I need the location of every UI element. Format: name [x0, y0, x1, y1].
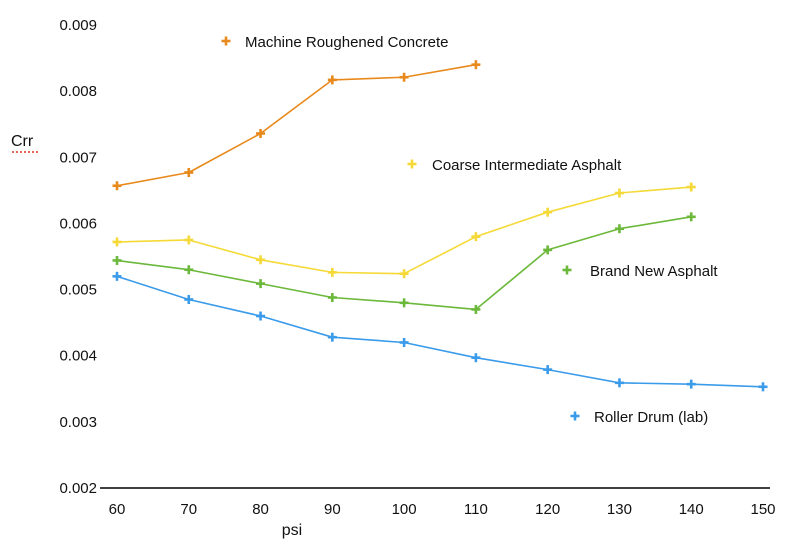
legend-label: Machine Roughened Concrete — [245, 34, 448, 51]
x-tick-label: 130 — [607, 501, 632, 518]
data-point — [327, 267, 337, 277]
legend-marker — [407, 159, 417, 169]
data-point — [399, 298, 409, 308]
data-point — [399, 269, 409, 279]
series-0 — [112, 60, 481, 191]
data-point — [112, 271, 122, 281]
legend-marker — [570, 411, 580, 421]
x-tick-label: 90 — [324, 501, 341, 518]
data-point — [184, 294, 194, 304]
series-label-2: Brand New Asphalt — [562, 263, 718, 280]
data-point — [686, 379, 696, 389]
data-point — [112, 237, 122, 247]
x-axis-title: psi — [282, 522, 302, 539]
data-point — [327, 75, 337, 85]
data-point — [184, 265, 194, 275]
x-tick-label: 70 — [180, 501, 197, 518]
data-point — [471, 353, 481, 363]
data-point — [758, 382, 768, 392]
data-point — [184, 235, 194, 245]
data-point — [256, 255, 266, 265]
legend-label: Brand New Asphalt — [590, 263, 718, 280]
data-point — [543, 207, 553, 217]
x-tick-label: 80 — [252, 501, 269, 518]
data-point — [686, 182, 696, 192]
legend-marker — [562, 265, 572, 275]
x-tick-label: 150 — [750, 501, 775, 518]
x-tick-label: 110 — [464, 501, 488, 518]
data-point — [686, 212, 696, 222]
x-tick-label: 100 — [392, 501, 417, 518]
y-axis-ticks: 0.002 0.003 0.004 0.005 0.006 0.007 0.008 0.009 — [59, 17, 97, 497]
series-1 — [112, 182, 696, 279]
data-point — [399, 72, 409, 82]
series-2 — [112, 212, 696, 314]
y-axis-title: Crr — [11, 133, 34, 150]
series-layer — [112, 60, 768, 392]
y-tick-label: 0.003 — [59, 414, 97, 431]
data-point — [256, 279, 266, 289]
data-point — [471, 304, 481, 314]
y-tick-label: 0.004 — [59, 348, 97, 365]
legend-label: Roller Drum (lab) — [594, 409, 708, 426]
x-tick-label: 140 — [679, 501, 704, 518]
series-label-0: Machine Roughened Concrete — [221, 34, 448, 51]
data-point — [327, 332, 337, 342]
y-tick-label: 0.009 — [59, 17, 97, 34]
series-label-1: Coarse Intermediate Asphalt — [407, 157, 622, 174]
series-labels: Machine Roughened Concrete Coarse Interme… — [221, 34, 718, 426]
legend-marker — [221, 36, 231, 46]
data-point — [543, 365, 553, 375]
series-line — [116, 275, 764, 388]
series-line — [116, 63, 477, 187]
data-point — [256, 128, 266, 138]
y-tick-label: 0.008 — [59, 83, 97, 100]
x-tick-label: 120 — [535, 501, 560, 518]
data-point — [543, 245, 553, 255]
data-point — [256, 311, 266, 321]
data-point — [112, 255, 122, 265]
y-tick-label: 0.005 — [59, 282, 97, 299]
data-point — [112, 181, 122, 191]
x-axis-ticks: 60 70 80 90 100 110 120 130 140 150 — [109, 501, 776, 518]
x-tick-label: 60 — [109, 501, 126, 518]
data-point — [614, 378, 624, 388]
data-point — [327, 293, 337, 303]
y-tick-label: 0.002 — [59, 480, 97, 497]
data-point — [471, 60, 481, 70]
series-3 — [112, 271, 768, 392]
data-point — [471, 232, 481, 242]
series-line — [116, 186, 692, 275]
data-point — [614, 224, 624, 234]
y-tick-label: 0.006 — [59, 215, 97, 232]
data-point — [399, 337, 409, 347]
series-label-3: Roller Drum (lab) — [570, 409, 708, 426]
data-point — [184, 167, 194, 177]
data-point — [614, 188, 624, 198]
y-tick-label: 0.007 — [59, 149, 97, 166]
legend-label: Coarse Intermediate Asphalt — [432, 157, 622, 174]
